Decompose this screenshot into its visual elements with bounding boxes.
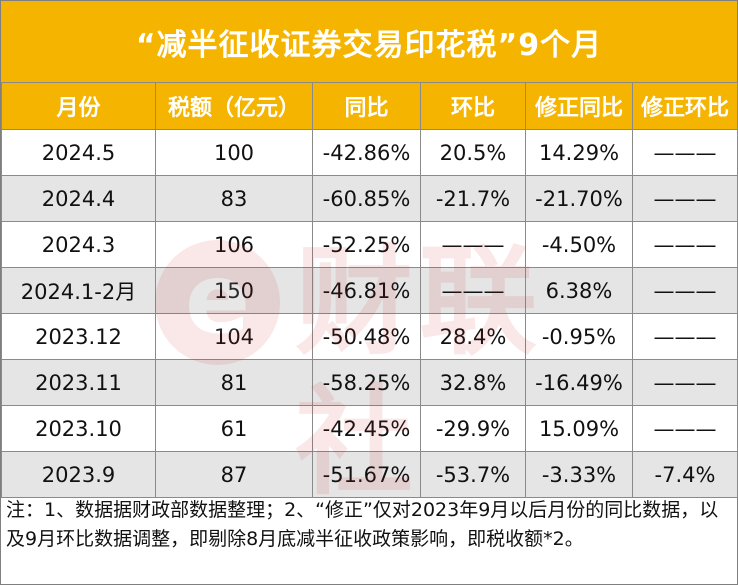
cell-amount: 150	[155, 267, 313, 314]
table-row: 2024.1-2月 150 -46.81% ——— 6.38% ———	[1, 267, 738, 314]
cell-adj-yoy: 6.38%	[525, 267, 633, 314]
cell-yoy: -50.48%	[312, 313, 421, 360]
cell-amount: 61	[155, 405, 313, 452]
cell-month: 2024.4	[1, 175, 156, 222]
cell-amount: 106	[155, 221, 313, 268]
cell-yoy: -60.85%	[312, 175, 421, 222]
cell-adj-yoy: -3.33%	[525, 451, 633, 498]
cell-adj-mom: ———	[632, 175, 738, 222]
cell-month: 2023.10	[1, 405, 156, 452]
cell-yoy: -58.25%	[312, 359, 421, 406]
cell-yoy: -42.86%	[312, 129, 421, 176]
cell-month: 2023.9	[1, 451, 156, 498]
cell-adj-mom: ———	[632, 129, 738, 176]
cell-amount: 83	[155, 175, 313, 222]
header-mom: 环比	[420, 82, 526, 130]
table-row: 2023.12 104 -50.48% 28.4% -0.95% ———	[1, 313, 738, 360]
cell-month: 2024.3	[1, 221, 156, 268]
cell-adj-yoy: 15.09%	[525, 405, 633, 452]
cell-adj-yoy: 14.29%	[525, 129, 633, 176]
cell-mom: -53.7%	[420, 451, 526, 498]
cell-mom: ———	[420, 221, 526, 268]
header-adj-yoy: 修正同比	[525, 82, 633, 130]
header-row: 月份 税额（亿元） 同比 环比 修正同比 修正环比	[1, 82, 738, 130]
cell-adj-mom: ———	[632, 313, 738, 360]
table-row: 2023.9 87 -51.67% -53.7% -3.33% -7.4%	[1, 451, 738, 498]
cell-amount: 100	[155, 129, 313, 176]
cell-mom: 32.8%	[420, 359, 526, 406]
cell-adj-yoy: -0.95%	[525, 313, 633, 360]
table-title: “减半征收证券交易印花税”9个月	[1, 1, 737, 82]
cell-mom: 20.5%	[420, 129, 526, 176]
cell-adj-mom: ———	[632, 405, 738, 452]
cell-mom: -29.9%	[420, 405, 526, 452]
header-adj-mom: 修正环比	[632, 82, 738, 130]
cell-amount: 81	[155, 359, 313, 406]
cell-yoy: -42.45%	[312, 405, 421, 452]
cell-yoy: -51.67%	[312, 451, 421, 498]
cell-adj-yoy: -21.70%	[525, 175, 633, 222]
tax-table: 月份 税额（亿元） 同比 环比 修正同比 修正环比 2024.5 100 -42.8…	[1, 82, 738, 498]
footnote: 注：1、数据据财政部数据整理；2、“修正”仅对2023年9月以后月份的同比数据，…	[6, 499, 719, 550]
cell-adj-yoy: -16.49%	[525, 359, 633, 406]
cell-amount: 87	[155, 451, 313, 498]
cell-adj-mom: ———	[632, 221, 738, 268]
cell-month: 2023.12	[1, 313, 156, 360]
cell-adj-mom: -7.4%	[632, 451, 738, 498]
table-row: 2024.4 83 -60.85% -21.7% -21.70% ———	[1, 175, 738, 222]
cell-adj-mom: ———	[632, 359, 738, 406]
cell-month: 2023.11	[1, 359, 156, 406]
table-row: 2023.11 81 -58.25% 32.8% -16.49% ———	[1, 359, 738, 406]
cell-yoy: -52.25%	[312, 221, 421, 268]
header-month: 月份	[1, 82, 156, 130]
cell-adj-mom: ———	[632, 267, 738, 314]
cell-amount: 104	[155, 313, 313, 360]
table-row: 2023.10 61 -42.45% -29.9% 15.09% ———	[1, 405, 738, 452]
cell-month: 2024.1-2月	[1, 267, 156, 314]
header-yoy: 同比	[312, 82, 421, 130]
table-row: 2024.3 106 -52.25% ——— -4.50% ———	[1, 221, 738, 268]
cell-mom: ———	[420, 267, 526, 314]
cell-month: 2024.5	[1, 129, 156, 176]
header-amount: 税额（亿元）	[155, 82, 313, 130]
cell-mom: -21.7%	[420, 175, 526, 222]
cell-adj-yoy: -4.50%	[525, 221, 633, 268]
cell-mom: 28.4%	[420, 313, 526, 360]
cell-yoy: -46.81%	[312, 267, 421, 314]
table-row: 2024.5 100 -42.86% 20.5% 14.29% ———	[1, 129, 738, 176]
